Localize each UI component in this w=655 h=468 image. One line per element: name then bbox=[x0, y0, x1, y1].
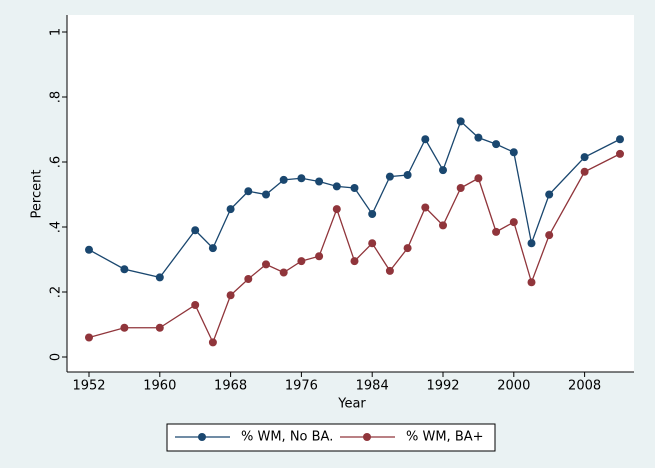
y-axis-label: Percent bbox=[30, 170, 45, 219]
point bbox=[279, 268, 288, 277]
point bbox=[350, 257, 359, 266]
point bbox=[297, 174, 306, 183]
point bbox=[350, 184, 359, 192]
point bbox=[456, 184, 465, 192]
y-tick-label: .4 bbox=[49, 221, 64, 233]
point bbox=[315, 177, 324, 186]
plot-area bbox=[67, 15, 634, 372]
x-tick-label: 2008 bbox=[568, 379, 601, 394]
point bbox=[191, 226, 200, 235]
point bbox=[208, 338, 217, 347]
point bbox=[527, 278, 536, 287]
point bbox=[120, 323, 129, 332]
point bbox=[439, 166, 447, 175]
point bbox=[262, 260, 270, 269]
point bbox=[262, 190, 270, 199]
y-tick-label: 1 bbox=[49, 28, 64, 36]
point bbox=[474, 133, 483, 142]
y-tick-label: .2 bbox=[49, 286, 64, 298]
point bbox=[315, 252, 324, 261]
point bbox=[492, 140, 501, 149]
x-tick-label: 2000 bbox=[497, 379, 530, 394]
point bbox=[368, 239, 377, 248]
point bbox=[244, 275, 253, 283]
point bbox=[545, 190, 554, 199]
x-tick-label: 1960 bbox=[143, 379, 176, 394]
point bbox=[403, 171, 412, 179]
point bbox=[580, 153, 589, 162]
point bbox=[439, 221, 447, 230]
point bbox=[403, 244, 412, 253]
point bbox=[474, 174, 483, 183]
point bbox=[385, 172, 394, 181]
point bbox=[580, 167, 589, 176]
point bbox=[208, 244, 217, 253]
point bbox=[368, 210, 377, 218]
point bbox=[279, 175, 288, 184]
x-tick-label: 1968 bbox=[214, 379, 247, 394]
legend-marker bbox=[363, 433, 371, 441]
y-tick-label: .8 bbox=[49, 91, 64, 103]
point bbox=[492, 227, 501, 236]
point bbox=[85, 245, 93, 254]
point bbox=[226, 291, 235, 300]
point bbox=[509, 218, 518, 227]
point bbox=[527, 239, 536, 248]
point bbox=[244, 187, 253, 196]
point bbox=[155, 323, 164, 332]
point bbox=[120, 265, 129, 274]
point bbox=[332, 182, 341, 191]
x-tick-label: 1976 bbox=[285, 379, 318, 394]
point bbox=[297, 257, 306, 266]
x-tick-label: 1952 bbox=[72, 379, 105, 394]
y-tick-label: .6 bbox=[49, 156, 64, 168]
point bbox=[85, 333, 93, 342]
point bbox=[226, 205, 235, 214]
point bbox=[509, 148, 518, 157]
point bbox=[421, 203, 430, 212]
point bbox=[616, 149, 624, 158]
point bbox=[456, 117, 465, 126]
legend-label: % WM, BA+ bbox=[406, 430, 484, 445]
legend-marker bbox=[198, 433, 206, 441]
x-tick-label: 1992 bbox=[426, 379, 459, 394]
x-axis-label: Year bbox=[337, 397, 366, 412]
y-tick-label: 0 bbox=[49, 353, 64, 361]
point bbox=[191, 301, 200, 309]
point bbox=[155, 273, 164, 282]
point bbox=[545, 231, 554, 240]
point bbox=[421, 135, 430, 144]
x-tick-label: 1984 bbox=[356, 379, 389, 394]
point bbox=[332, 205, 341, 214]
point bbox=[616, 135, 624, 144]
point bbox=[385, 266, 394, 275]
legend-label: % WM, No BA. bbox=[241, 430, 333, 445]
